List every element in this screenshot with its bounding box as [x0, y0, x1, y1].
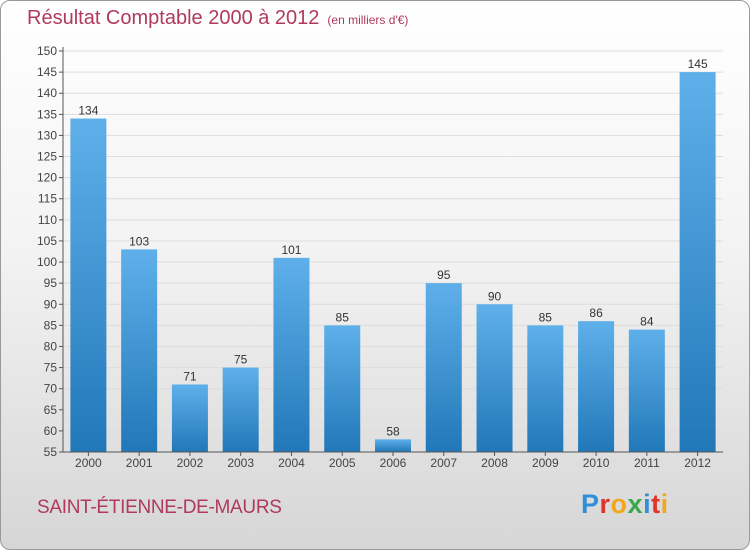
data-label-2007: 95 — [437, 268, 451, 282]
y-tick-label: 130 — [37, 128, 57, 142]
y-tick-label: 60 — [44, 424, 58, 438]
y-tick-label: 105 — [37, 234, 57, 248]
grid-lines — [63, 50, 723, 453]
y-tick-label: 120 — [37, 171, 57, 185]
data-label-2012: 145 — [688, 57, 708, 71]
data-label-2000: 134 — [78, 104, 98, 118]
x-tick-label: 2007 — [430, 456, 457, 470]
logo-letter: P — [581, 489, 600, 519]
data-label-2004: 101 — [281, 243, 301, 257]
y-tick-label: 115 — [38, 192, 57, 206]
y-tick-label: 125 — [37, 150, 57, 164]
logo-letter: o — [610, 489, 628, 519]
y-tick-label: 75 — [44, 361, 58, 375]
data-label-2011: 84 — [640, 315, 654, 329]
axes — [59, 47, 723, 456]
y-tick-label: 90 — [44, 297, 58, 311]
logo-letter: i — [643, 489, 652, 519]
x-tick-label: 2000 — [75, 456, 102, 470]
y-tick-label: 55 — [44, 445, 58, 459]
proxiti-logo: Proxiti — [581, 489, 669, 520]
bars — [70, 72, 716, 453]
bar-2011 — [628, 329, 665, 452]
y-tick-label: 65 — [44, 403, 58, 417]
x-tick-label: 2011 — [634, 456, 660, 470]
y-tick-label: 95 — [44, 276, 58, 290]
x-tick-label: 2001 — [126, 456, 153, 470]
y-tick-label: 70 — [44, 382, 58, 396]
logo-letter: i — [660, 489, 669, 519]
x-tick-label: 2003 — [227, 456, 254, 470]
data-label-2009: 85 — [539, 310, 553, 324]
x-tick-label: 2006 — [380, 456, 407, 470]
chart-title: Résultat Comptable 2000 à 2012 (en millie… — [27, 7, 408, 30]
y-tick-label: 145 — [37, 65, 57, 79]
bar-2012 — [679, 72, 716, 453]
data-label-2010: 86 — [589, 306, 603, 320]
bar-2005 — [324, 325, 361, 452]
x-tick-label: 2005 — [329, 456, 356, 470]
data-label-2002: 71 — [183, 369, 197, 383]
x-tick-label: 2012 — [684, 456, 711, 470]
bar-2003 — [222, 367, 259, 452]
bar-2006 — [375, 439, 411, 452]
logo-letter: x — [627, 489, 644, 519]
x-tick-label: 2010 — [583, 456, 610, 470]
bar-2009 — [527, 325, 564, 452]
y-tick-label: 100 — [37, 255, 57, 269]
bar-2000 — [70, 118, 107, 453]
data-label-2003: 75 — [234, 353, 248, 367]
bar-chart: 55 60 65 70 75 80 85 90 95 100 105 110 115 120 125 130 1… — [37, 44, 723, 470]
data-labels: 134 103 71 75 101 85 58 95 90 85 86 84 145 — [78, 57, 708, 438]
x-tick-label: 2009 — [532, 456, 559, 470]
y-tick-label: 140 — [37, 86, 57, 100]
y-tick-label: 110 — [38, 213, 57, 227]
x-tick-labels: 2000 2001 2002 2003 2004 2005 2006 2007 2008 2009… — [75, 456, 711, 470]
chart-title-text: Résultat Comptable 2000 à 2012 — [27, 7, 320, 29]
y-tick-labels: 55 60 65 70 75 80 85 90 95 100 105 110 115 120 125 130 1… — [37, 44, 57, 459]
data-label-2008: 90 — [488, 289, 502, 303]
bar-2004 — [273, 257, 310, 452]
bar-2010 — [578, 321, 615, 452]
y-tick-label: 85 — [44, 318, 58, 332]
bar-2007 — [425, 283, 462, 452]
x-tick-label: 2008 — [481, 456, 508, 470]
chart-subtitle: (en milliers d'€) — [327, 13, 409, 27]
y-tick-label: 135 — [37, 107, 57, 121]
data-label-2001: 103 — [129, 234, 149, 248]
x-tick-label: 2002 — [177, 456, 204, 470]
bar-2008 — [476, 304, 513, 452]
y-tick-label: 80 — [44, 339, 58, 353]
logo-letter: r — [599, 489, 611, 519]
bar-2002 — [171, 384, 208, 452]
bar-2001 — [121, 249, 158, 452]
data-label-2006: 58 — [386, 424, 400, 438]
y-tick-label: 150 — [37, 44, 57, 58]
x-tick-label: 2004 — [278, 456, 305, 470]
data-label-2005: 85 — [336, 310, 350, 324]
commune-name: SAINT-ÉTIENNE-DE-MAURS — [37, 497, 282, 518]
logo-letter: t — [651, 489, 661, 519]
